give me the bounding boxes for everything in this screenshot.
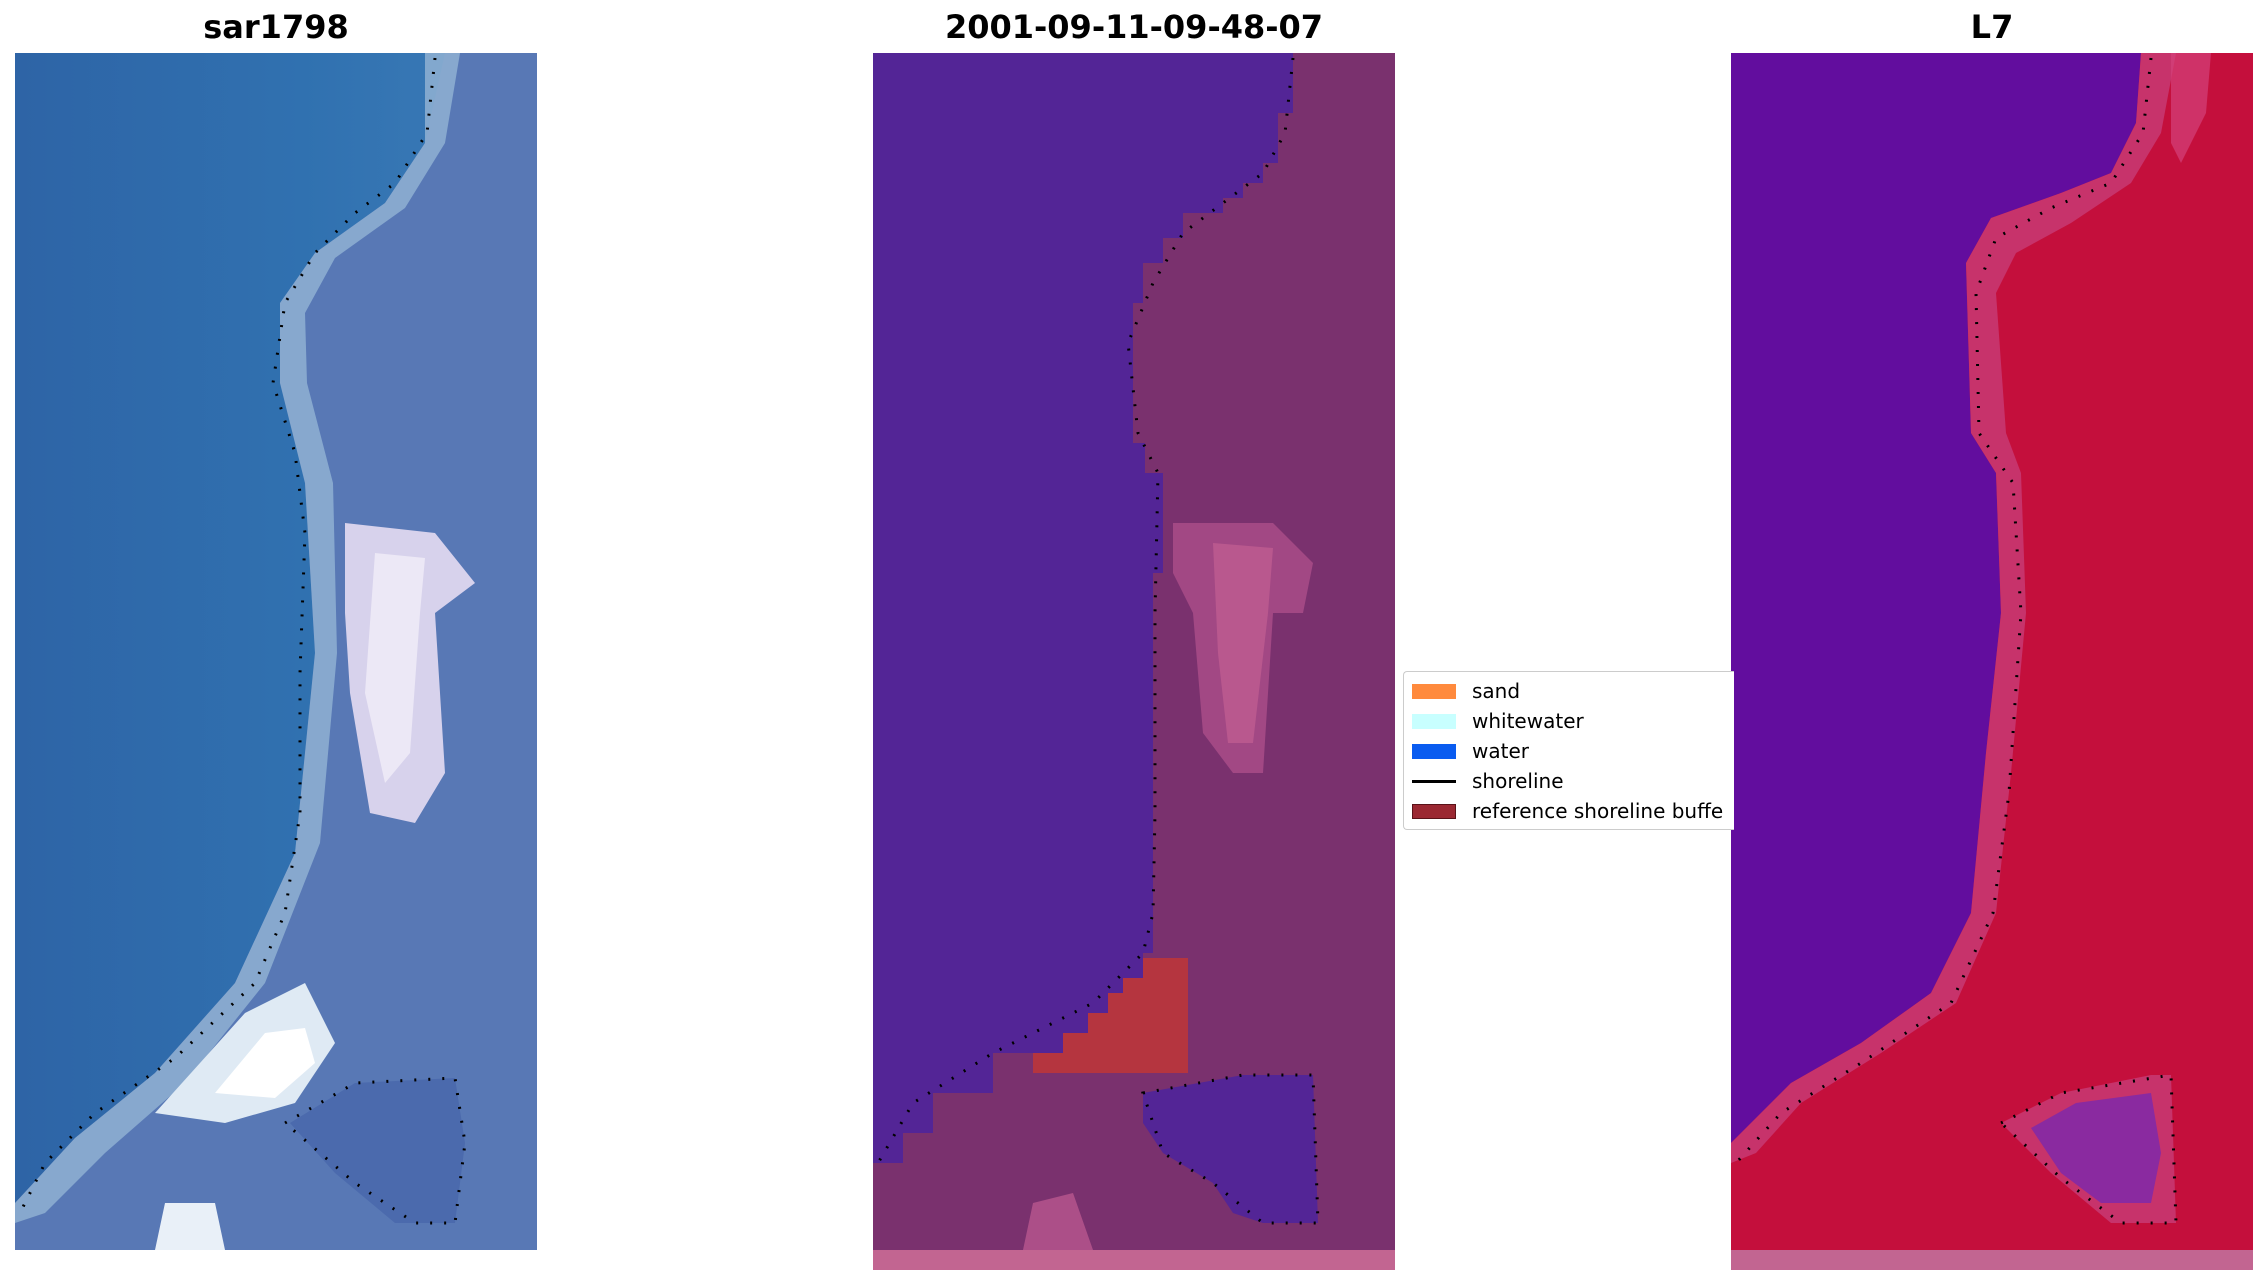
shoreline-line-swatch bbox=[1412, 779, 1456, 783]
whitewater-swatch bbox=[1412, 713, 1456, 729]
sand-swatch bbox=[1412, 683, 1456, 699]
legend-item-reference-buffer: reference shoreline buffe bbox=[1412, 797, 1723, 825]
rgb-image-panel bbox=[15, 53, 537, 1250]
legend-item-shoreline: shoreline bbox=[1412, 767, 1564, 795]
legend-item-whitewater: whitewater bbox=[1412, 707, 1584, 735]
panel-title-ndwi: L7 bbox=[1970, 8, 2014, 46]
legend-item-sand: sand bbox=[1412, 677, 1520, 705]
classified-image bbox=[873, 53, 1395, 1270]
legend-label: reference shoreline buffe bbox=[1472, 799, 1724, 823]
legend: sand whitewater water shoreline referenc… bbox=[1403, 671, 1734, 830]
legend-label: sand bbox=[1472, 679, 1521, 703]
panel-title-classified: 2001-09-11-09-48-07 bbox=[944, 8, 1324, 46]
legend-item-water: water bbox=[1412, 737, 1529, 765]
index-image bbox=[1731, 53, 2253, 1270]
panel-title-rgb: sar1798 bbox=[203, 8, 349, 46]
index-image-panel bbox=[1731, 53, 2253, 1270]
classified-image-panel bbox=[873, 53, 1395, 1270]
legend-label: shoreline bbox=[1472, 769, 1564, 793]
legend-label: whitewater bbox=[1472, 709, 1584, 733]
rgb-image bbox=[15, 53, 537, 1250]
water-swatch bbox=[1412, 743, 1456, 759]
legend-label: water bbox=[1472, 739, 1529, 763]
buffer-swatch bbox=[1412, 803, 1456, 819]
